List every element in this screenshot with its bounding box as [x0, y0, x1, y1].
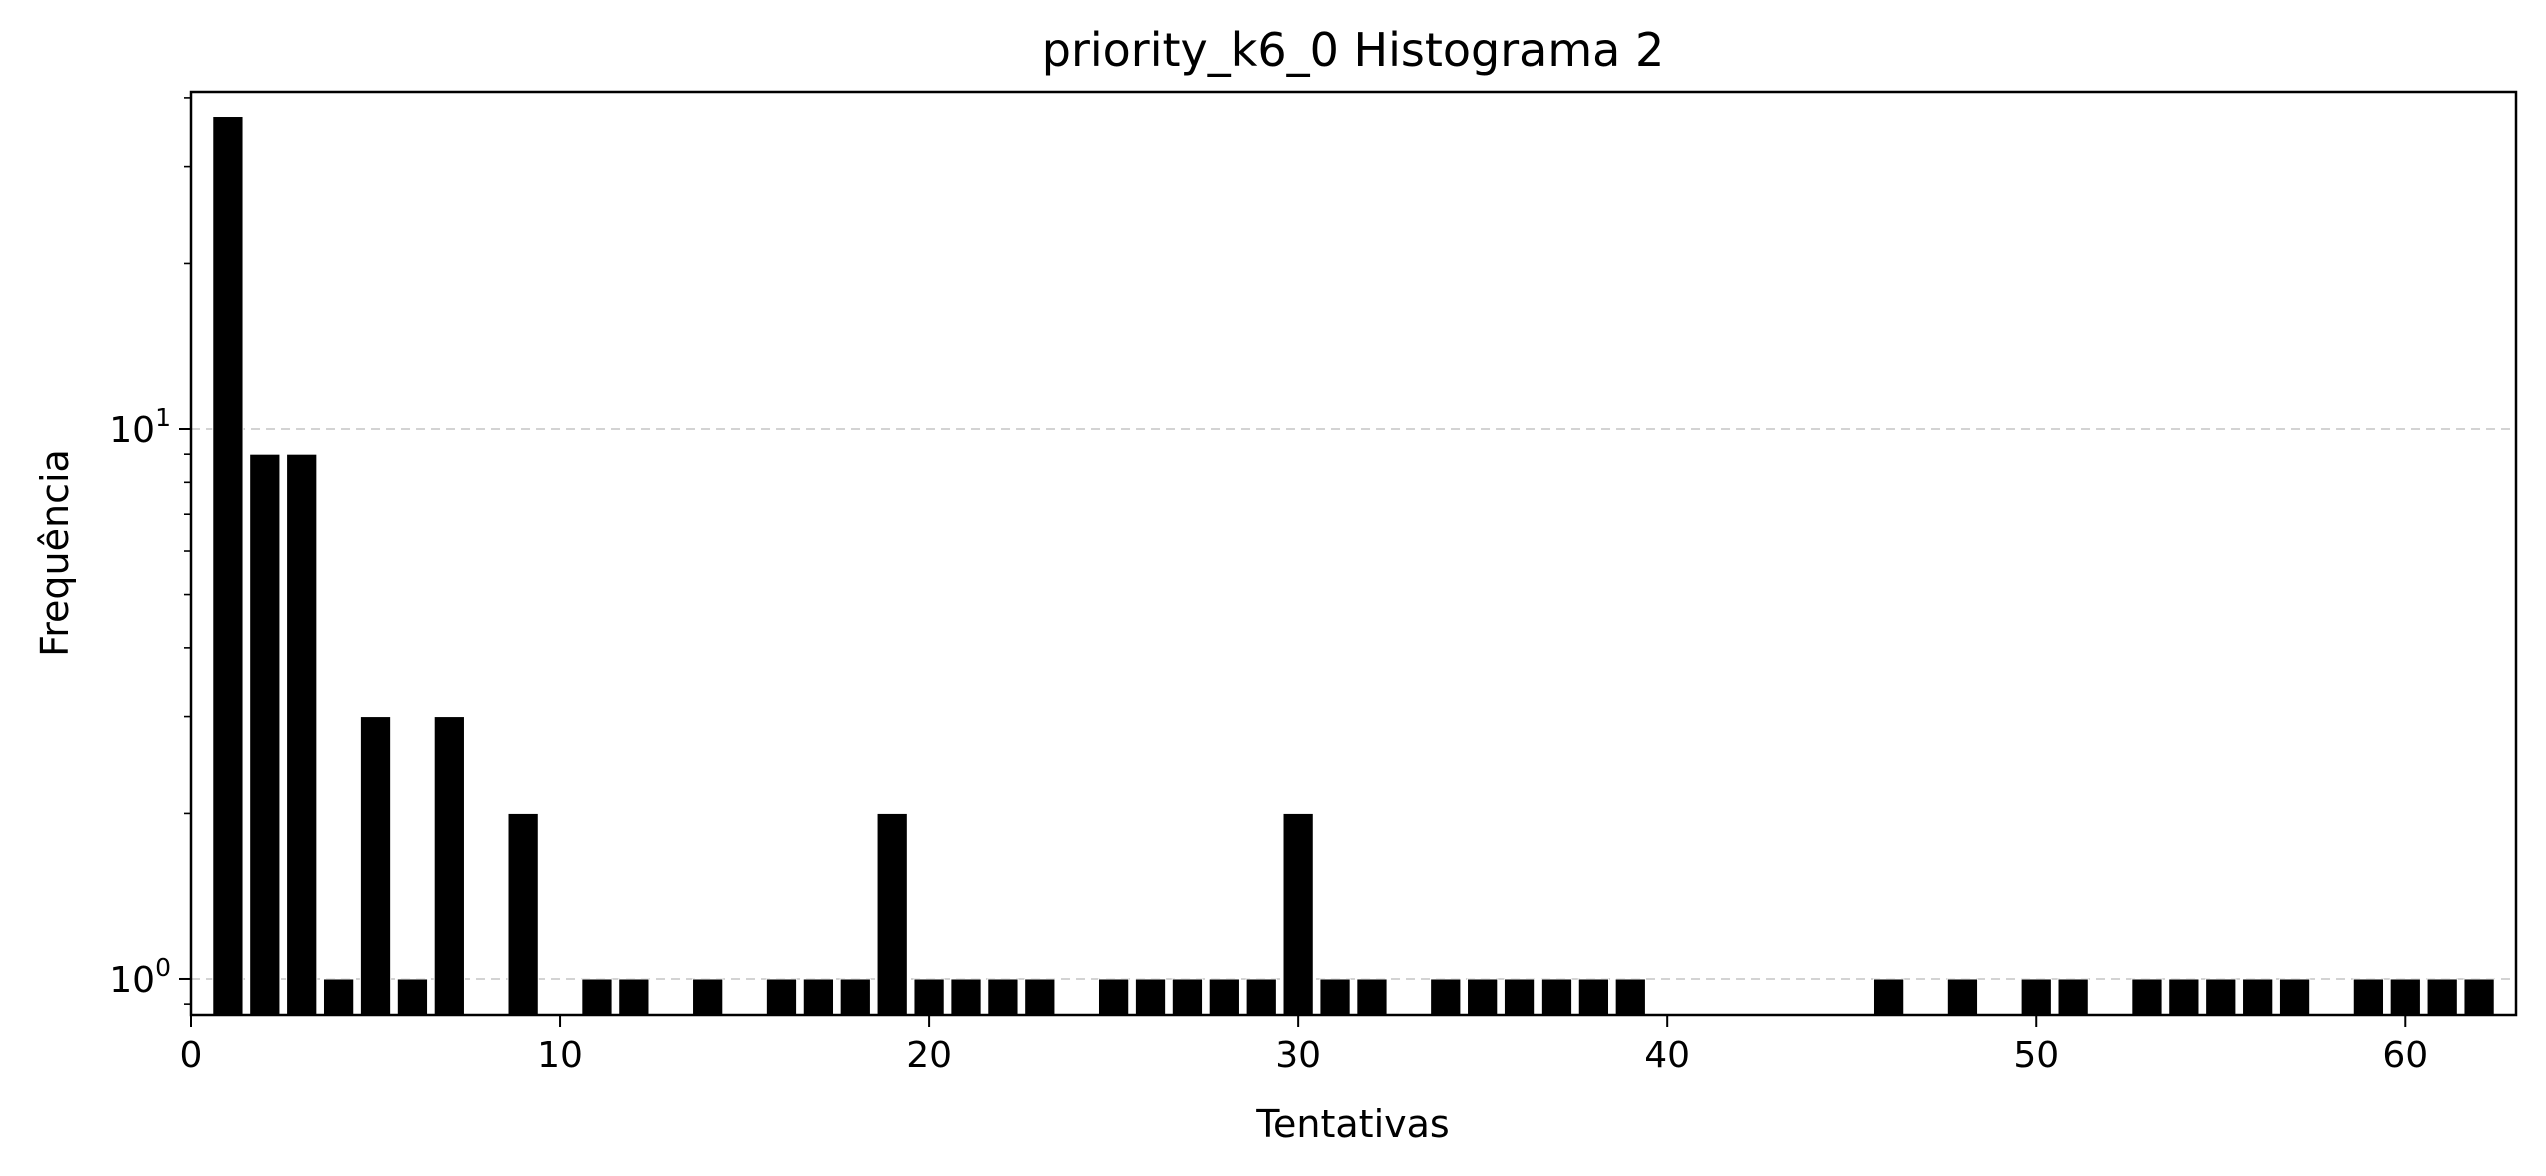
bars [212, 116, 2495, 1016]
y-tick-label-0: 100 [109, 953, 171, 1001]
bar-x-48 [1946, 978, 1979, 1016]
bar-x-11 [581, 978, 613, 1016]
bar-x-23 [1024, 978, 1056, 1016]
bar-x-12 [618, 978, 650, 1016]
bar-x-60 [2389, 978, 2421, 1016]
bar-x-38 [1577, 978, 1610, 1016]
y-axis-label: Frequência [33, 449, 77, 657]
bar-x-59 [2352, 978, 2385, 1016]
x-axis-ticks: 0 10 20 30 40 50 60 [180, 1015, 2428, 1076]
bar-x-4 [322, 978, 355, 1016]
bar-x-53 [2131, 978, 2163, 1016]
y-axis-minor-ticks [184, 97, 191, 1005]
x-tick-label-4: 40 [1644, 1035, 1690, 1076]
y-axis-ticks: 100 101 [109, 403, 191, 1001]
bar-x-27 [1171, 978, 1204, 1016]
bar-x-20 [913, 978, 945, 1016]
x-tick-label-0: 0 [180, 1035, 203, 1076]
bar-x-22 [987, 978, 1019, 1016]
bar-x-34 [1430, 978, 1462, 1016]
bar-x-16 [765, 978, 798, 1016]
bar-x-14 [692, 978, 724, 1016]
bar-x-19 [876, 812, 908, 1016]
bar-x-7 [433, 716, 465, 1016]
gridlines [191, 428, 2516, 980]
bar-x-32 [1356, 978, 1388, 1016]
bar-x-57 [2278, 978, 2311, 1016]
y-tick-label-1: 101 [109, 403, 171, 451]
bar-x-5 [359, 716, 392, 1016]
bar-x-25 [1097, 978, 1130, 1016]
x-tick-label-3: 30 [1275, 1035, 1321, 1076]
bar-x-37 [1540, 978, 1573, 1016]
bar-x-39 [1614, 978, 1646, 1016]
bar-x-28 [1208, 978, 1240, 1016]
bar-x-3 [286, 453, 318, 1016]
bar-x-55 [2205, 978, 2237, 1016]
bar-x-46 [1872, 978, 1905, 1016]
x-tick-label-1: 10 [537, 1035, 583, 1076]
bar-x-54 [2168, 978, 2200, 1016]
bar-x-29 [1245, 978, 1277, 1016]
x-tick-label-5: 50 [2013, 1035, 2059, 1076]
plot-frame [189, 90, 2518, 1017]
bar-x-6 [396, 978, 429, 1016]
bar-x-2 [249, 453, 281, 1016]
bar-x-1 [212, 116, 244, 1016]
x-tick-label-6: 60 [2382, 1035, 2428, 1076]
bar-x-35 [1467, 978, 1499, 1016]
bar-x-17 [802, 978, 835, 1016]
bar-x-21 [950, 978, 982, 1016]
chart-title: priority_k6_0 Histograma 2 [1042, 23, 1664, 77]
bar-x-31 [1319, 978, 1351, 1016]
bar-x-36 [1503, 978, 1536, 1016]
bar-x-62 [2463, 978, 2495, 1016]
bar-x-18 [839, 978, 871, 1016]
bar-x-26 [1134, 978, 1167, 1016]
x-axis-label: Tentativas [1255, 1102, 1449, 1146]
bar-x-51 [2057, 978, 2089, 1016]
bar-x-61 [2426, 978, 2458, 1016]
bar-x-56 [2242, 978, 2274, 1016]
bar-x-50 [2020, 978, 2052, 1016]
bar-x-9 [507, 812, 539, 1016]
x-tick-label-2: 20 [906, 1035, 952, 1076]
bar-x-30 [1282, 812, 1314, 1016]
